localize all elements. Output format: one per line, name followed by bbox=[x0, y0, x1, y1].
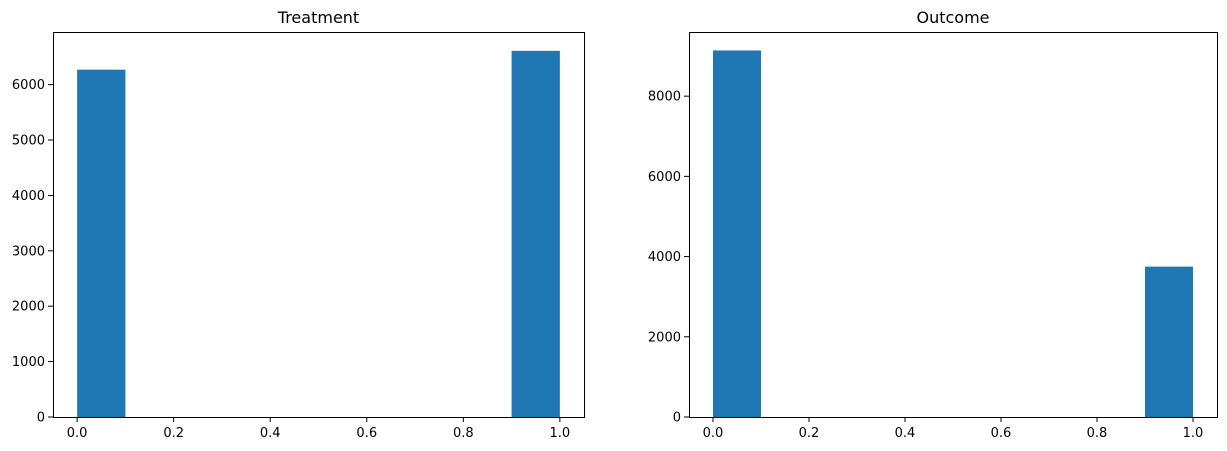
treatment-x-tick-label-5: 1.0 bbox=[550, 426, 571, 441]
outcome-x-tick-label-3: 0.6 bbox=[991, 426, 1012, 441]
treatment-bar-0 bbox=[77, 69, 126, 417]
outcome-bar-0 bbox=[713, 50, 761, 418]
outcome-histogram-panel: Outcome 0.0 0.2 0.4 0.6 0.8 1.0 0 2000 4000 6000 8… bbox=[648, 8, 1218, 441]
treatment-y-tick-label-4: 4000 bbox=[12, 189, 45, 204]
outcome-x-tick-label-0: 0.0 bbox=[703, 426, 724, 441]
treatment-bar-1 bbox=[511, 50, 560, 417]
treatment-x-tick-label-3: 0.6 bbox=[356, 426, 377, 441]
treatment-y-tick-label-5: 5000 bbox=[12, 134, 45, 149]
outcome-y-tick-label-1: 2000 bbox=[648, 330, 681, 345]
outcome-x-tick-label-2: 0.4 bbox=[895, 426, 916, 441]
outcome-axes-frame bbox=[689, 32, 1218, 418]
outcome-y-tick-label-2: 4000 bbox=[648, 250, 681, 265]
treatment-histogram-panel: Treatment 0.0 0.2 0.4 0.6 0.8 1.0 0 1000 2000 300… bbox=[12, 8, 585, 441]
outcome-x-tick-label-5: 1.0 bbox=[1183, 426, 1204, 441]
treatment-x-tick-label-0: 0.0 bbox=[67, 426, 88, 441]
outcome-y-tick-label-3: 6000 bbox=[648, 170, 681, 185]
treatment-y-tick-label-2: 2000 bbox=[12, 300, 45, 315]
outcome-y-tick-label-4: 8000 bbox=[648, 90, 681, 105]
treatment-axes-frame bbox=[53, 32, 585, 418]
treatment-y-tick-label-0: 0 bbox=[37, 411, 45, 426]
treatment-y-tick-label-1: 1000 bbox=[12, 355, 45, 370]
treatment-x-tick-label-4: 0.8 bbox=[453, 426, 474, 441]
outcome-bar-1 bbox=[1145, 266, 1193, 417]
outcome-chart-title: Outcome bbox=[916, 8, 989, 27]
treatment-y-tick-label-3: 3000 bbox=[12, 244, 45, 259]
outcome-y-tick-label-0: 0 bbox=[673, 411, 681, 426]
treatment-chart-title: Treatment bbox=[277, 8, 359, 27]
treatment-y-tick-label-6: 6000 bbox=[12, 78, 45, 93]
outcome-x-tick-label-1: 0.2 bbox=[799, 426, 820, 441]
treatment-x-tick-label-1: 0.2 bbox=[163, 426, 184, 441]
treatment-x-tick-label-2: 0.4 bbox=[260, 426, 281, 441]
outcome-x-tick-label-4: 0.8 bbox=[1087, 426, 1108, 441]
